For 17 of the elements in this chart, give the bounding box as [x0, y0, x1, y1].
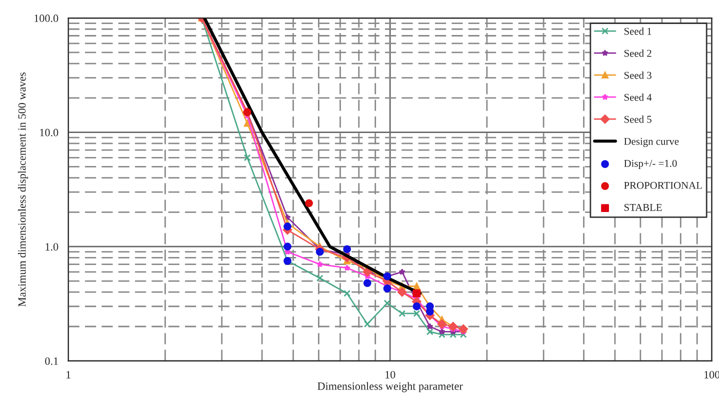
- y-tick-label: 0.1: [45, 357, 58, 365]
- y-tick-label: 100.0: [34, 14, 58, 22]
- legend-label: PROPORTIONAL: [624, 182, 702, 189]
- x-axis-title: Dimensionless weight parameter: [318, 382, 463, 392]
- legend-label: Seed 5: [624, 116, 652, 123]
- x-tick-label: 1: [66, 370, 70, 378]
- y-tick-label: 1.0: [46, 243, 58, 251]
- legend-label: Disp+/- =1.0: [624, 160, 677, 170]
- legend-label: Seed 1: [624, 27, 652, 35]
- legend-label: Seed 2: [624, 49, 652, 57]
- legend-label: Design curve: [624, 138, 679, 148]
- x-tick-label: 10: [385, 370, 396, 378]
- legend-label: Seed 3: [624, 72, 652, 79]
- y-axis-title: Maximum dimensionless displacement in 500 waves: [18, 72, 28, 307]
- y-tick-label: 10.0: [40, 128, 58, 136]
- legend-label: STABLE: [624, 204, 662, 211]
- legend-label: Seed 4: [624, 94, 652, 101]
